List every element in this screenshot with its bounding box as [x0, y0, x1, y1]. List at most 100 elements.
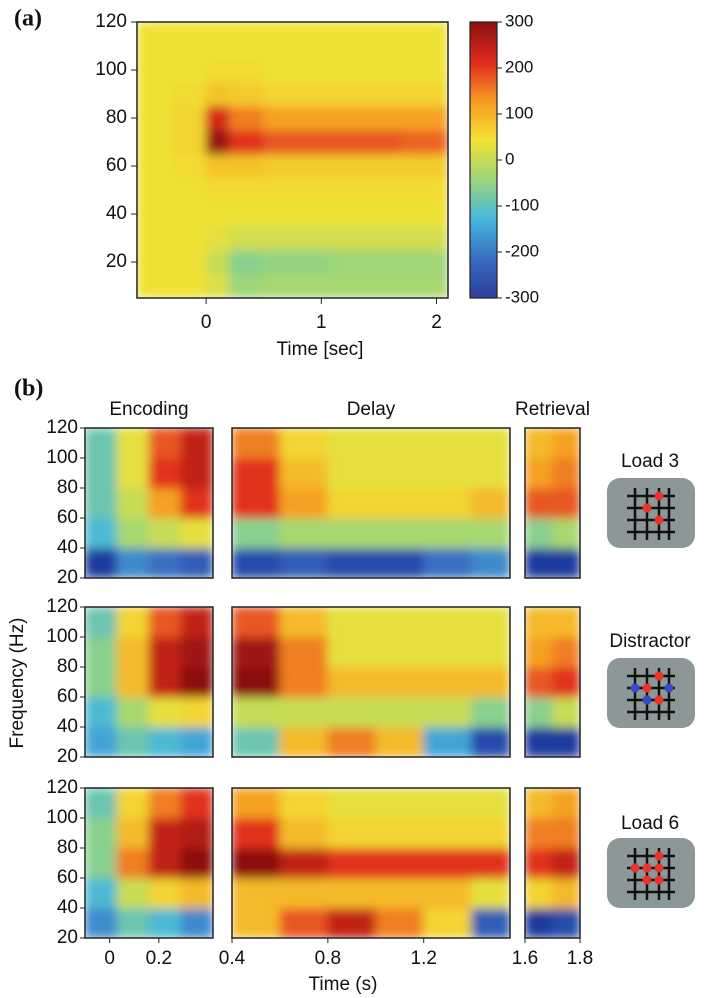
heat-cell [116, 457, 150, 489]
x-tick-label: 0.4 [219, 948, 246, 969]
y-tick-label: 20 [106, 251, 127, 272]
heat-cell [525, 547, 553, 578]
heat-cell [148, 457, 182, 489]
heat-cell [116, 907, 150, 938]
heat-cell [263, 129, 299, 155]
heat-cell [205, 201, 230, 227]
colorbar-tick-label: 200 [505, 57, 533, 76]
heat-cell [366, 105, 403, 131]
heat-cell [232, 847, 281, 879]
segment-title: Delay [347, 399, 396, 420]
heat-cell [332, 201, 368, 227]
heat-cell [327, 666, 377, 698]
y-axis-label: Frequency (Hz) [7, 618, 28, 749]
heat-cell [205, 249, 230, 275]
condition-label: Load 3 [621, 451, 679, 472]
condition-label: Load 6 [621, 813, 679, 834]
heat-cell [375, 547, 425, 578]
heat-cell [423, 636, 473, 668]
plot-frame [84, 427, 214, 579]
heat-cell [366, 225, 403, 251]
heat-cell [423, 696, 473, 728]
heat-cell [228, 273, 265, 298]
heat-cell [279, 607, 329, 638]
heat-cell [263, 153, 299, 179]
heat-cell [263, 57, 299, 83]
y-tick-label: 20 [57, 746, 78, 767]
heat-cell [148, 517, 182, 549]
heat-cell [525, 457, 553, 489]
heat-cell [279, 457, 329, 489]
heat-cell [375, 907, 425, 938]
heat-cell [279, 428, 329, 459]
heat-cell [116, 726, 150, 757]
heat-cell [85, 428, 118, 459]
x-tick-label: 0 [201, 312, 212, 333]
plot-frame [84, 606, 214, 758]
colorbar [469, 21, 498, 299]
heat-cell [116, 517, 150, 549]
heat-cell [232, 696, 281, 728]
heat-cell [137, 153, 173, 179]
heat-cell [148, 847, 182, 879]
heat-cell [327, 788, 377, 819]
heat-cell [471, 428, 510, 459]
heat-cell [423, 847, 473, 879]
heat-cell [85, 607, 118, 638]
heat-cell [525, 487, 553, 519]
heat-cell [180, 847, 213, 879]
heat-cell [148, 877, 182, 909]
heat-cell [297, 57, 334, 83]
task-icon [605, 836, 697, 910]
heatmap [525, 788, 580, 938]
y-tick-label: 100 [46, 626, 78, 647]
heat-cell [375, 517, 425, 549]
heat-cell [332, 22, 368, 59]
heat-cell [423, 666, 473, 698]
heat-cell [552, 547, 580, 578]
heat-cell [279, 636, 329, 668]
heat-cell [297, 225, 334, 251]
heat-cell [171, 81, 207, 107]
x-tick-label: 0.8 [315, 948, 341, 969]
heat-cell [228, 129, 265, 155]
heat-cell [327, 547, 377, 578]
heat-cell [366, 22, 403, 59]
heat-cell [180, 547, 213, 578]
x-tick-label: 0.2 [146, 948, 172, 969]
heat-cell [525, 517, 553, 549]
heatmap [232, 788, 510, 938]
x-axis-label: Time [sec] [277, 339, 364, 360]
heat-cell [180, 817, 213, 849]
heat-cell [148, 696, 182, 728]
heat-cell [375, 696, 425, 728]
heat-cell [180, 428, 213, 459]
heat-cell [180, 636, 213, 668]
heat-cell [471, 817, 510, 849]
heat-cell [552, 907, 580, 938]
heat-cell [525, 847, 553, 879]
heat-cell [180, 666, 213, 698]
heat-cell [471, 726, 510, 757]
heat-cell [85, 907, 118, 938]
heat-cell [263, 177, 299, 203]
plot-frame [136, 21, 449, 299]
heat-cell [116, 666, 150, 698]
heat-cell [401, 153, 448, 179]
plot-frame [231, 427, 511, 579]
plot-frame [231, 606, 511, 758]
y-tick-label: 100 [95, 59, 127, 80]
heatmap [525, 428, 580, 578]
heat-cell [85, 726, 118, 757]
heat-cell [205, 22, 230, 59]
heat-cell [205, 105, 230, 131]
heat-cell [327, 877, 377, 909]
heat-cell [375, 487, 425, 519]
colorbar-tick-label: -200 [505, 241, 539, 260]
heatmap [232, 607, 510, 757]
x-tick-label: 1.6 [512, 948, 538, 969]
heat-cell [279, 666, 329, 698]
y-tick-label: 40 [57, 897, 78, 918]
heat-cell [471, 607, 510, 638]
heat-cell [148, 487, 182, 519]
